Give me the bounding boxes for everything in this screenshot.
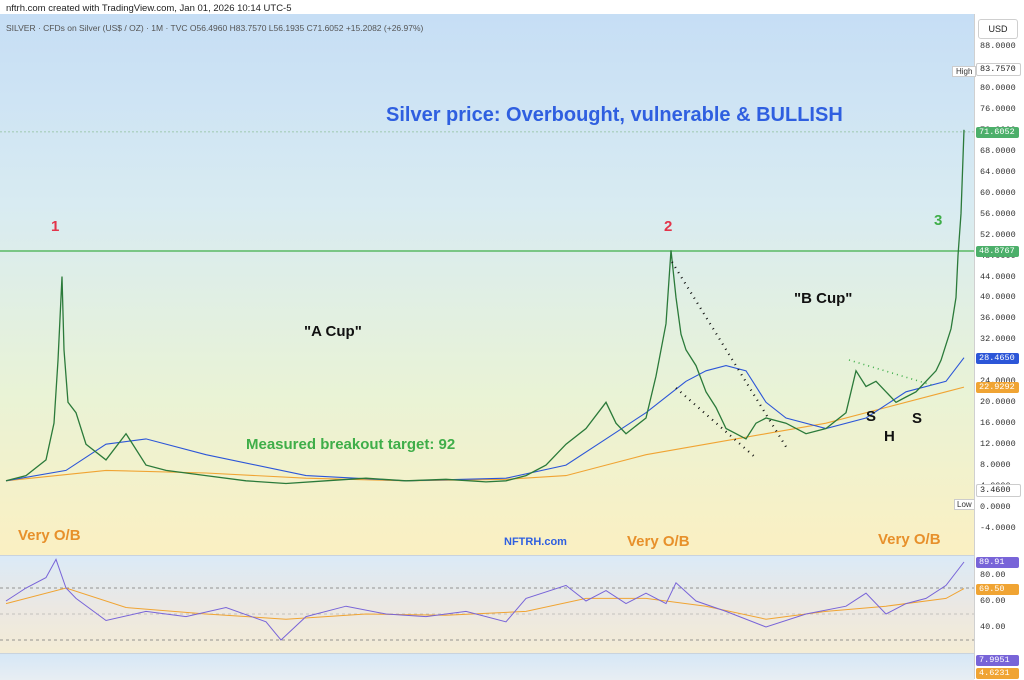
ma-slow-line — [5, 386, 965, 482]
brand-label: NFTRH.com — [504, 536, 567, 548]
price-tick-label: 24.0000 — [980, 376, 1016, 386]
ob-label-2: Very O/B — [627, 533, 690, 550]
price-tag: 3.4600 — [976, 483, 1021, 497]
symbol-legend[interactable]: SILVER · CFDs on Silver (US$ / OZ) · 1M … — [6, 23, 424, 33]
price-tick-label: 40.0000 — [980, 292, 1016, 303]
price-tick-label: 60.0000 — [980, 187, 1016, 198]
ob-label-3: Very O/B — [878, 531, 941, 548]
price-axis[interactable] — [974, 14, 1024, 679]
lower-indicator-panel[interactable] — [0, 653, 974, 680]
price-tag: 22.9292 — [976, 381, 1019, 393]
created-line: nftrh.com created with TradingView.com, … — [6, 3, 292, 14]
price-tick-label: 20.0000 — [980, 397, 1016, 408]
lower-panel-tag: 7.9951 — [976, 655, 1019, 666]
price-tick-label: 8.0000 — [980, 460, 1011, 471]
price-line — [5, 129, 965, 485]
high-label: High — [952, 66, 977, 77]
peak-1-label: 1 — [51, 218, 60, 235]
price-tag: 71.6052 — [976, 126, 1019, 138]
peak-3-label: 3 — [934, 212, 943, 229]
lower-panel-tag: 4.6231 — [976, 668, 1019, 679]
price-tick-label: 16.0000 — [980, 418, 1016, 429]
chart-title: Silver price: Overbought, vulnerable & B… — [386, 104, 843, 126]
price-tick-label: 36.0000 — [980, 313, 1016, 324]
price-tick-label: 76.0000 — [980, 103, 1016, 114]
price-tick-label: 44.0000 — [980, 271, 1016, 282]
rsi-panel[interactable] — [0, 555, 974, 654]
a-cup-label: "A Cup" — [304, 323, 362, 340]
rsi-line — [5, 558, 965, 641]
hs-shoulder-right: S — [912, 410, 923, 427]
currency-button[interactable]: USD — [978, 19, 1018, 39]
peak-2-label: 2 — [664, 218, 673, 235]
price-tick-label: 88.0000 — [980, 41, 1016, 51]
rsi-tick-label: 80.00 — [980, 570, 1006, 580]
price-tick-label: 80.0000 — [980, 82, 1016, 93]
rsi-tick-label: 60.00 — [980, 596, 1006, 606]
hs-head: H — [884, 428, 895, 445]
hs-shoulder-left: S — [866, 408, 877, 425]
rsi-ma-line — [5, 587, 965, 620]
rsi-tick-label: 40.00 — [980, 622, 1006, 632]
price-tick-label: -4.0000 — [980, 523, 1016, 533]
price-tick-label: 32.0000 — [980, 334, 1016, 345]
price-tag: 83.7570 — [976, 63, 1021, 77]
b-cup-label: "B Cup" — [794, 290, 853, 307]
price-tick-label: 52.0000 — [980, 229, 1016, 240]
price-panel[interactable] — [0, 14, 974, 555]
price-tick-label: 64.0000 — [980, 166, 1016, 177]
hs-neckline — [848, 359, 936, 387]
rsi-tag: 89.91 — [976, 557, 1019, 569]
price-tag: 28.4650 — [976, 352, 1019, 364]
price-tick-label: 68.0000 — [980, 145, 1016, 156]
ma-fast-line — [5, 357, 965, 482]
low-label: Low — [954, 499, 975, 510]
rsi-tag: 69.50 — [976, 583, 1019, 595]
price-tag: 48.8767 — [976, 245, 1019, 257]
price-tick-label: 12.0000 — [980, 439, 1016, 450]
target-label: Measured breakout target: 92 — [246, 436, 456, 453]
wedge-upper-line — [671, 261, 789, 451]
price-tick-label: 56.0000 — [980, 208, 1016, 219]
price-tick-label: 0.0000 — [980, 502, 1011, 513]
ob-label-1: Very O/B — [18, 527, 81, 544]
